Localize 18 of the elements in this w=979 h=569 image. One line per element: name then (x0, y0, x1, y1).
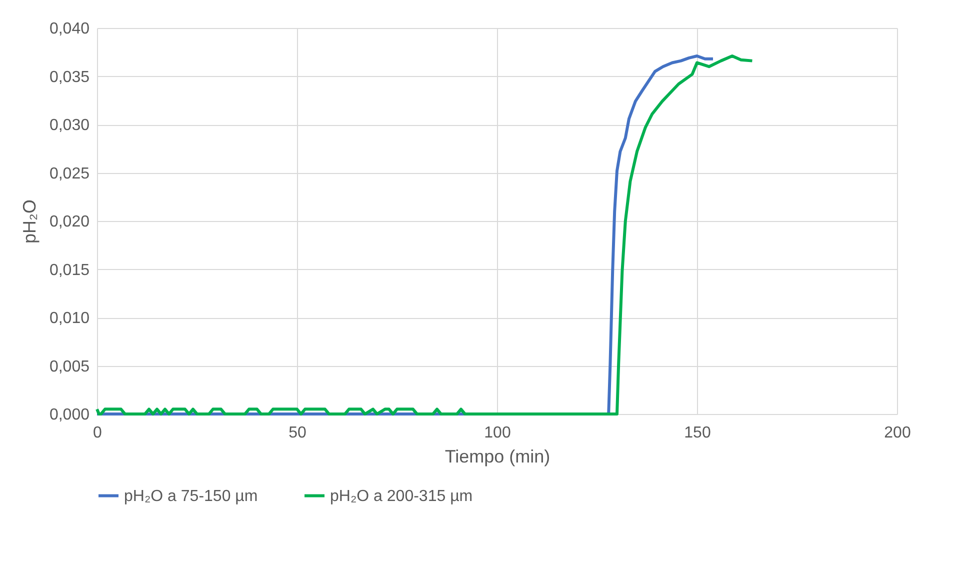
legend-label: pH₂O a 200-315 µm (330, 488, 473, 505)
y-tick-label: 0,010 (49, 310, 90, 327)
y-tick-label: 0,040 (49, 20, 90, 38)
y-tick-label: 0,035 (49, 68, 90, 86)
y-tick-label: 0,015 (49, 262, 90, 279)
x-tick-label: 0 (93, 424, 102, 442)
x-tick-label: 150 (684, 424, 711, 442)
x-tick-label: 50 (288, 424, 306, 442)
y-tick-label: 0,025 (49, 165, 90, 182)
legend-label: pH₂O a 75-150 µm (124, 488, 258, 505)
y-axis-title: pH₂O (19, 200, 40, 244)
y-tick-label: 0,030 (49, 117, 90, 134)
x-tick-label: 100 (484, 424, 511, 442)
y-tick-label: 0,020 (49, 214, 90, 230)
y-tick-label: 0,005 (49, 358, 90, 376)
x-tick-label: 200 (884, 424, 911, 442)
x-axis-title: Tiempo (min) (444, 446, 550, 466)
y-tick-label: 0,000 (49, 406, 90, 424)
